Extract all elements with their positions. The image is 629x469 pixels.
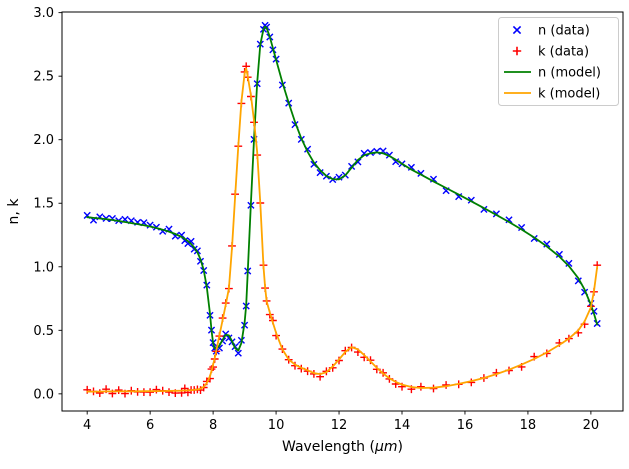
- axes-frame: [61, 11, 624, 412]
- x-axis: 4 6 8 10 12 14 16 18 20: [83, 411, 599, 433]
- y-tick-label: 0.0: [33, 387, 54, 402]
- x-tick-label: 16: [457, 418, 474, 433]
- legend-entry-n-data: n (data): [512, 24, 590, 39]
- plot-area: [83, 21, 602, 398]
- legend-box: [498, 17, 619, 106]
- legend-marker-plus-icon: [512, 46, 522, 56]
- x-tick-label: 4: [83, 418, 91, 433]
- legend-label: n (data): [538, 24, 590, 39]
- y-tick-label: 0.5: [33, 324, 54, 339]
- y-axis-label: n, k: [6, 198, 22, 225]
- axes: 4 6 8 10 12 14 16 18 20 0.0 0.5 1.0 1.5 2.0 2.5 3.0 Wave…: [6, 6, 624, 455]
- y-tick-label: 1.5: [33, 197, 54, 212]
- series-k-model: [86, 67, 599, 393]
- x-tick-label: 14: [394, 418, 411, 433]
- model-curve: [86, 25, 599, 352]
- legend-marker-x-icon: [512, 25, 522, 35]
- x-tick-label: 8: [209, 418, 217, 433]
- legend-entry-n-model: n (model): [504, 66, 601, 81]
- x-tick-label: 12: [331, 418, 348, 433]
- x-tick-label: 20: [583, 418, 600, 433]
- x-tick-label: 18: [520, 418, 537, 433]
- y-tick-label: 2.5: [33, 70, 54, 85]
- legend-label: n (model): [538, 66, 601, 81]
- legend-entry-k-model: k (model): [504, 87, 600, 102]
- legend: n (data) k (data) n (model) k (model): [498, 17, 619, 106]
- series-n-model: [86, 25, 599, 352]
- x-axis-label: Wavelength (μm): [282, 439, 403, 455]
- model-curve: [86, 67, 599, 393]
- legend-label: k (data): [538, 45, 589, 60]
- y-axis: 0.0 0.5 1.0 1.5 2.0 2.5 3.0: [33, 6, 62, 402]
- x-tick-label: 10: [268, 418, 285, 433]
- y-tick-label: 1.0: [33, 260, 54, 275]
- legend-label: k (model): [538, 87, 600, 102]
- y-tick-label: 3.0: [33, 6, 54, 21]
- legend-entry-k-data: k (data): [512, 45, 589, 60]
- x-tick-label: 6: [146, 418, 154, 433]
- y-tick-label: 2.0: [33, 133, 54, 148]
